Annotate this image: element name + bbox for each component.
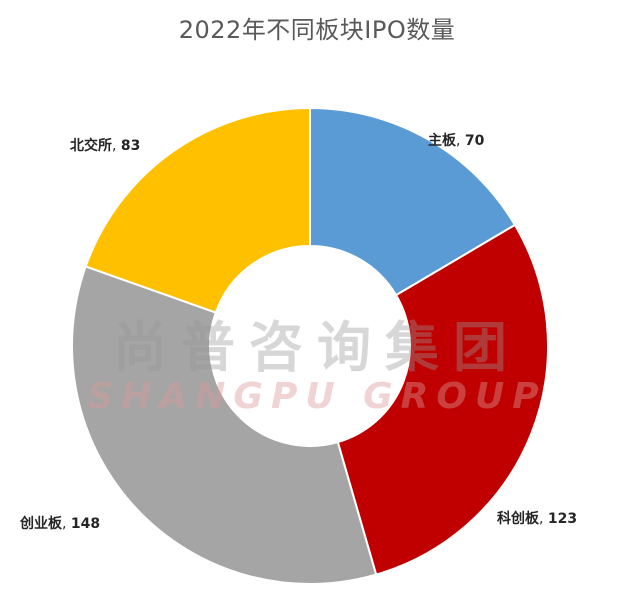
data-label-separator: , xyxy=(112,138,121,154)
donut-slice-3 xyxy=(71,265,378,585)
data-label-1: 主板, 70 xyxy=(428,132,485,149)
data-label-value: 83 xyxy=(121,138,140,154)
data-label-4: 北交所, 83 xyxy=(70,137,140,154)
data-label-3: 创业板, 148 xyxy=(19,515,100,532)
data-labels: 主板, 70 科创板, 123 创业板, 148 北交所, 83 xyxy=(19,132,577,532)
donut-slice-2 xyxy=(336,223,549,576)
data-label-category: 科创板 xyxy=(497,510,540,527)
data-label-separator: , xyxy=(62,516,71,532)
data-label-value: 123 xyxy=(548,511,577,527)
donut-slices xyxy=(71,106,549,585)
data-label-value: 148 xyxy=(71,516,100,532)
data-label-2: 科创板, 123 xyxy=(497,510,577,527)
data-label-category: 主板 xyxy=(428,132,457,149)
data-label-separator: , xyxy=(539,511,548,527)
data-label-category: 北交所 xyxy=(70,137,112,154)
donut-slice-1 xyxy=(309,106,517,297)
data-label-category: 创业板 xyxy=(19,515,63,532)
donut-slice-4 xyxy=(84,106,311,314)
data-label-separator: , xyxy=(456,133,465,149)
chart-title: 2022年不同板块IPO数量 xyxy=(178,16,456,44)
data-label-value: 70 xyxy=(465,133,485,149)
